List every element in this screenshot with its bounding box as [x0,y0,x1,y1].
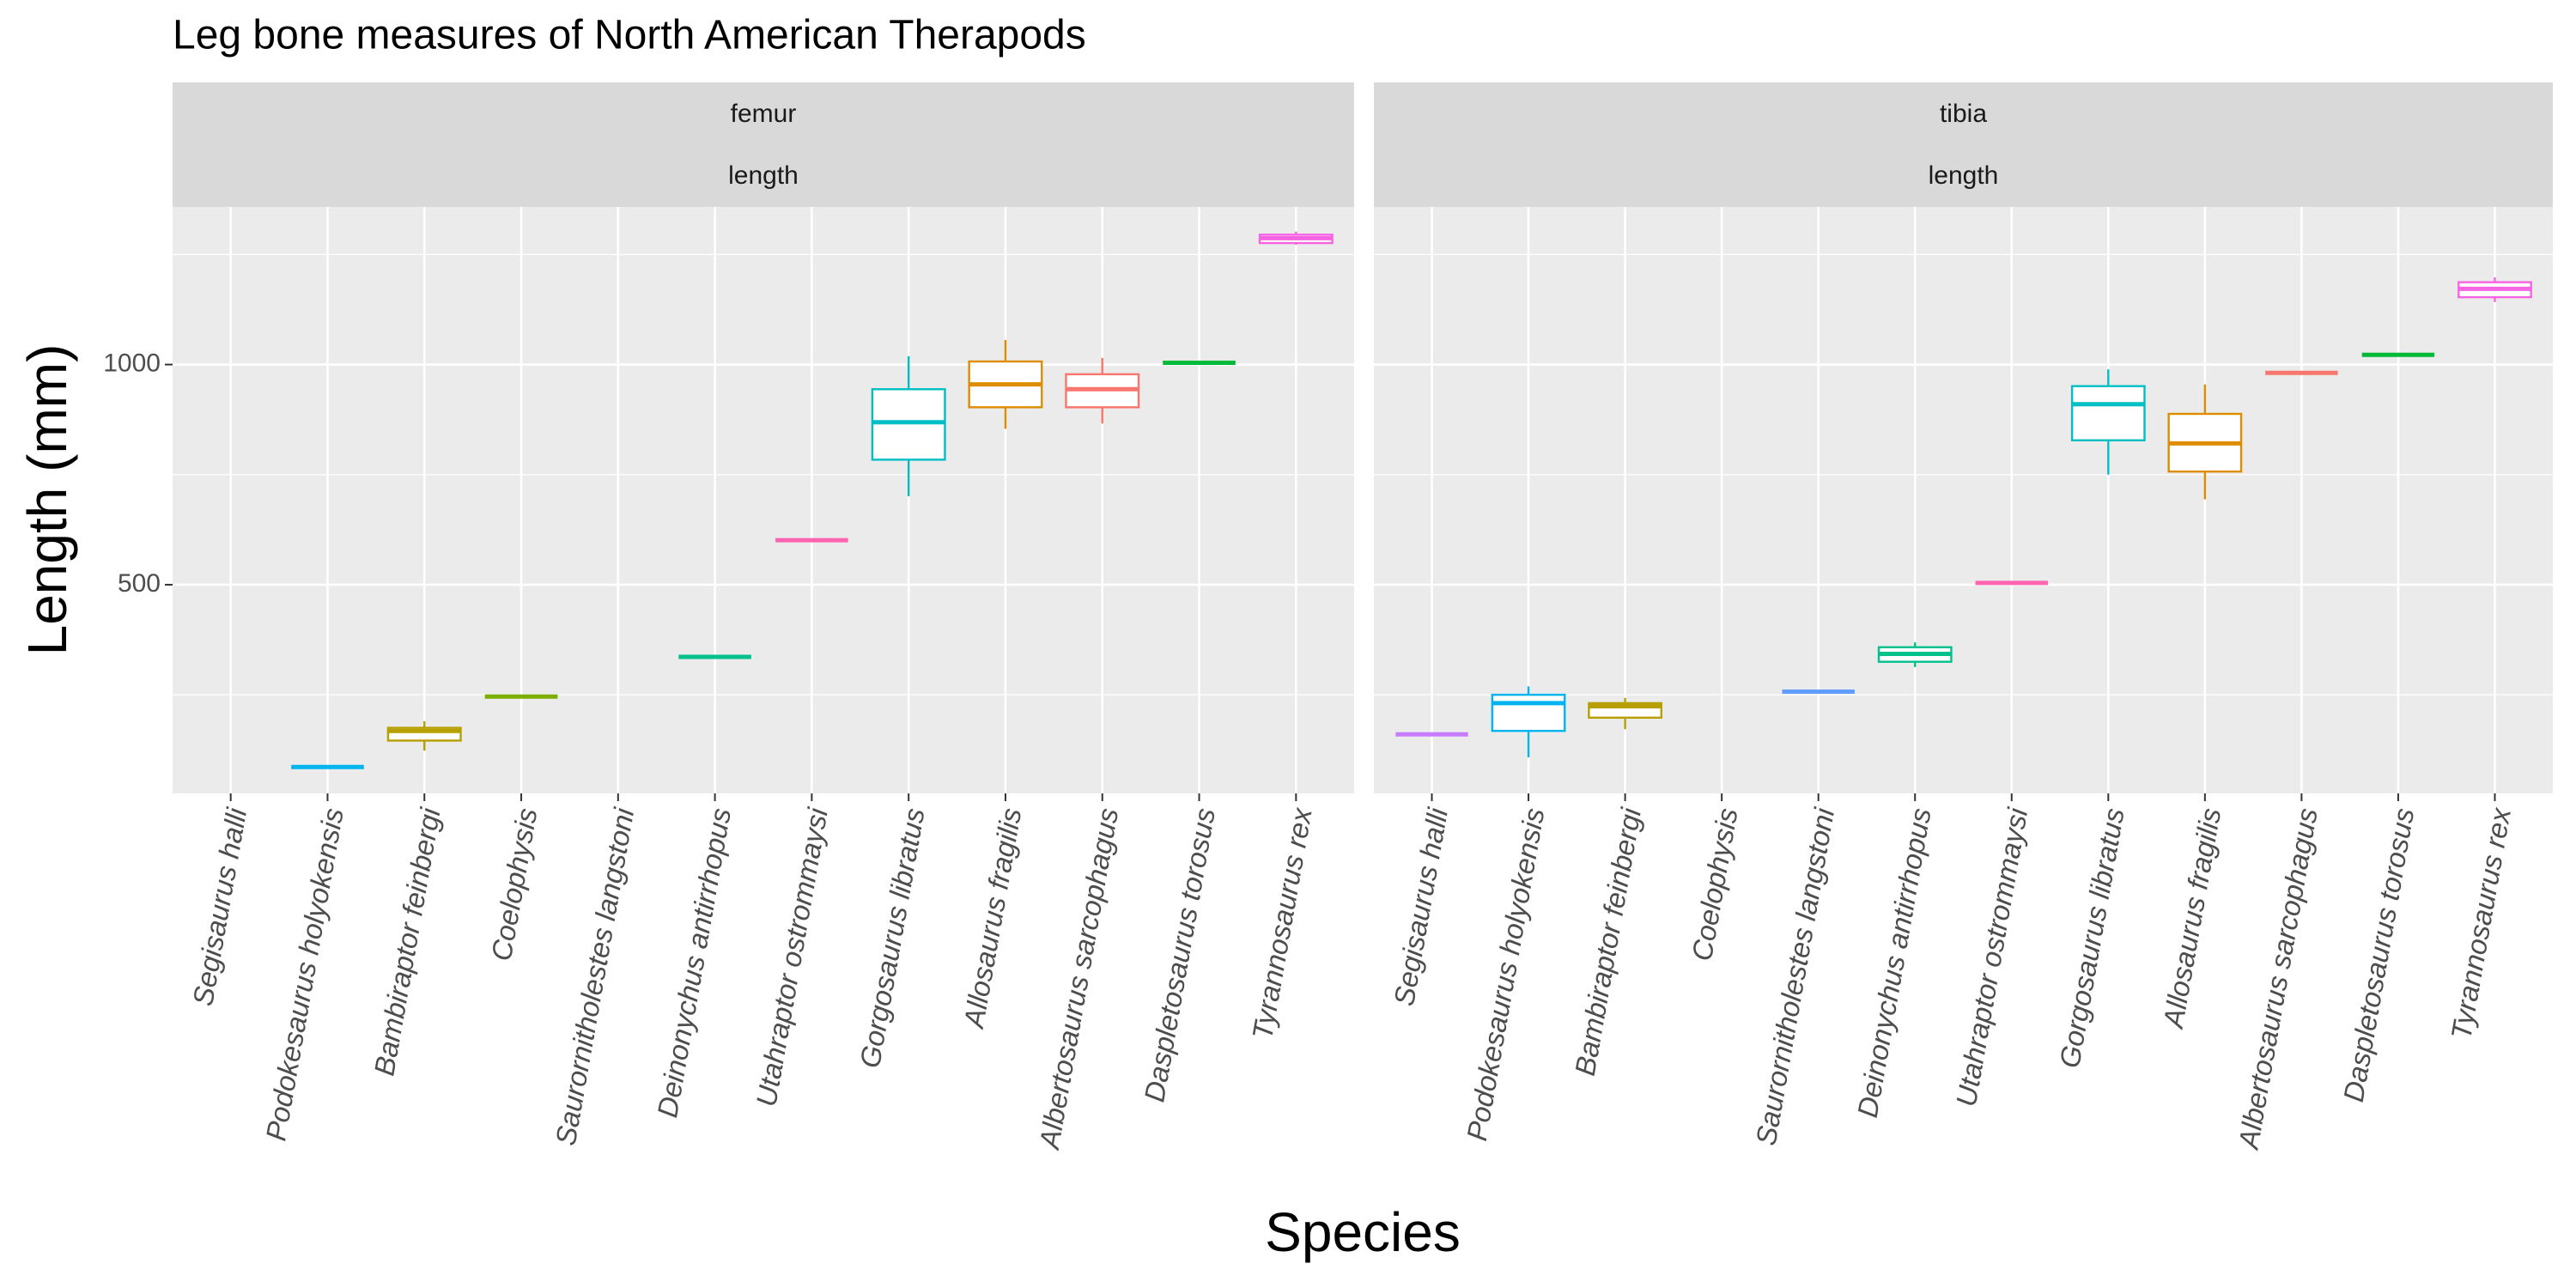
x-tick-label: Gorgosaurus libratus [2053,805,2130,1070]
x-tick-label: Deinonychus antirrhopus [1851,805,1937,1120]
strip-label: femur [731,100,797,128]
strip-label: length [1929,161,1999,190]
strip-background [1374,82,2553,207]
x-tick-label: Segisaurus halli [1388,805,1454,1008]
x-tick-label: Coelophysis [485,805,544,963]
y-tick-label: 1000 [103,349,161,377]
chart-title: Leg bone measures of North American Ther… [173,13,1086,58]
x-tick-label: Tyrannosaurus rex [2445,805,2517,1042]
x-tick-label: Coelophysis [1686,805,1744,963]
strip-label: tibia [1940,100,1987,128]
x-tick-label: Albertosaurus sarcophagus [1033,805,1125,1152]
x-tick-label: Podokesaurus holyokensis [259,805,349,1143]
x-tick-label: Gorgosaurus libratus [854,805,931,1070]
box [1491,693,1566,732]
y-axis-label: Length (mm) [16,344,78,656]
box [2070,385,2146,441]
panel-background [1374,207,2553,793]
strip-background [173,82,1354,207]
x-tick-label: Utahraptor ostrommaysi [1950,805,2034,1109]
x-tick-label: Saurornitholestes langstoni [550,805,641,1148]
x-tick-label: Albertosaurus sarcophagus [2232,805,2324,1152]
x-tick-label: Utahraptor ostrommaysi [750,805,834,1109]
x-tick-label: Deinonychus antirrhopus [651,805,737,1120]
x-tick-label: Bambiraptor feinbergi [1569,805,1648,1078]
x-tick-label: Allosaurus fragilis [957,805,1028,1031]
x-tick-label: Tyrannosaurus rex [1246,805,1318,1042]
panel-background [173,207,1354,793]
y-tick-label: 500 [118,569,161,598]
x-tick-label: Daspletosaurus torosus [2337,805,2421,1104]
strip-label: length [728,161,799,190]
x-tick-label: Podokesaurus holyokensis [1461,805,1551,1143]
x-tick-label: Segisaurus halli [186,805,252,1008]
x-tick-label: Daspletosaurus torosus [1138,805,1221,1104]
x-axis-label: Species [1265,1201,1461,1263]
x-tick-label: Saurornitholestes langstoni [1750,805,1841,1148]
box [871,388,946,461]
x-tick-label: Allosaurus fragilis [2157,805,2227,1031]
x-tick-label: Bambiraptor feinbergi [368,805,447,1078]
